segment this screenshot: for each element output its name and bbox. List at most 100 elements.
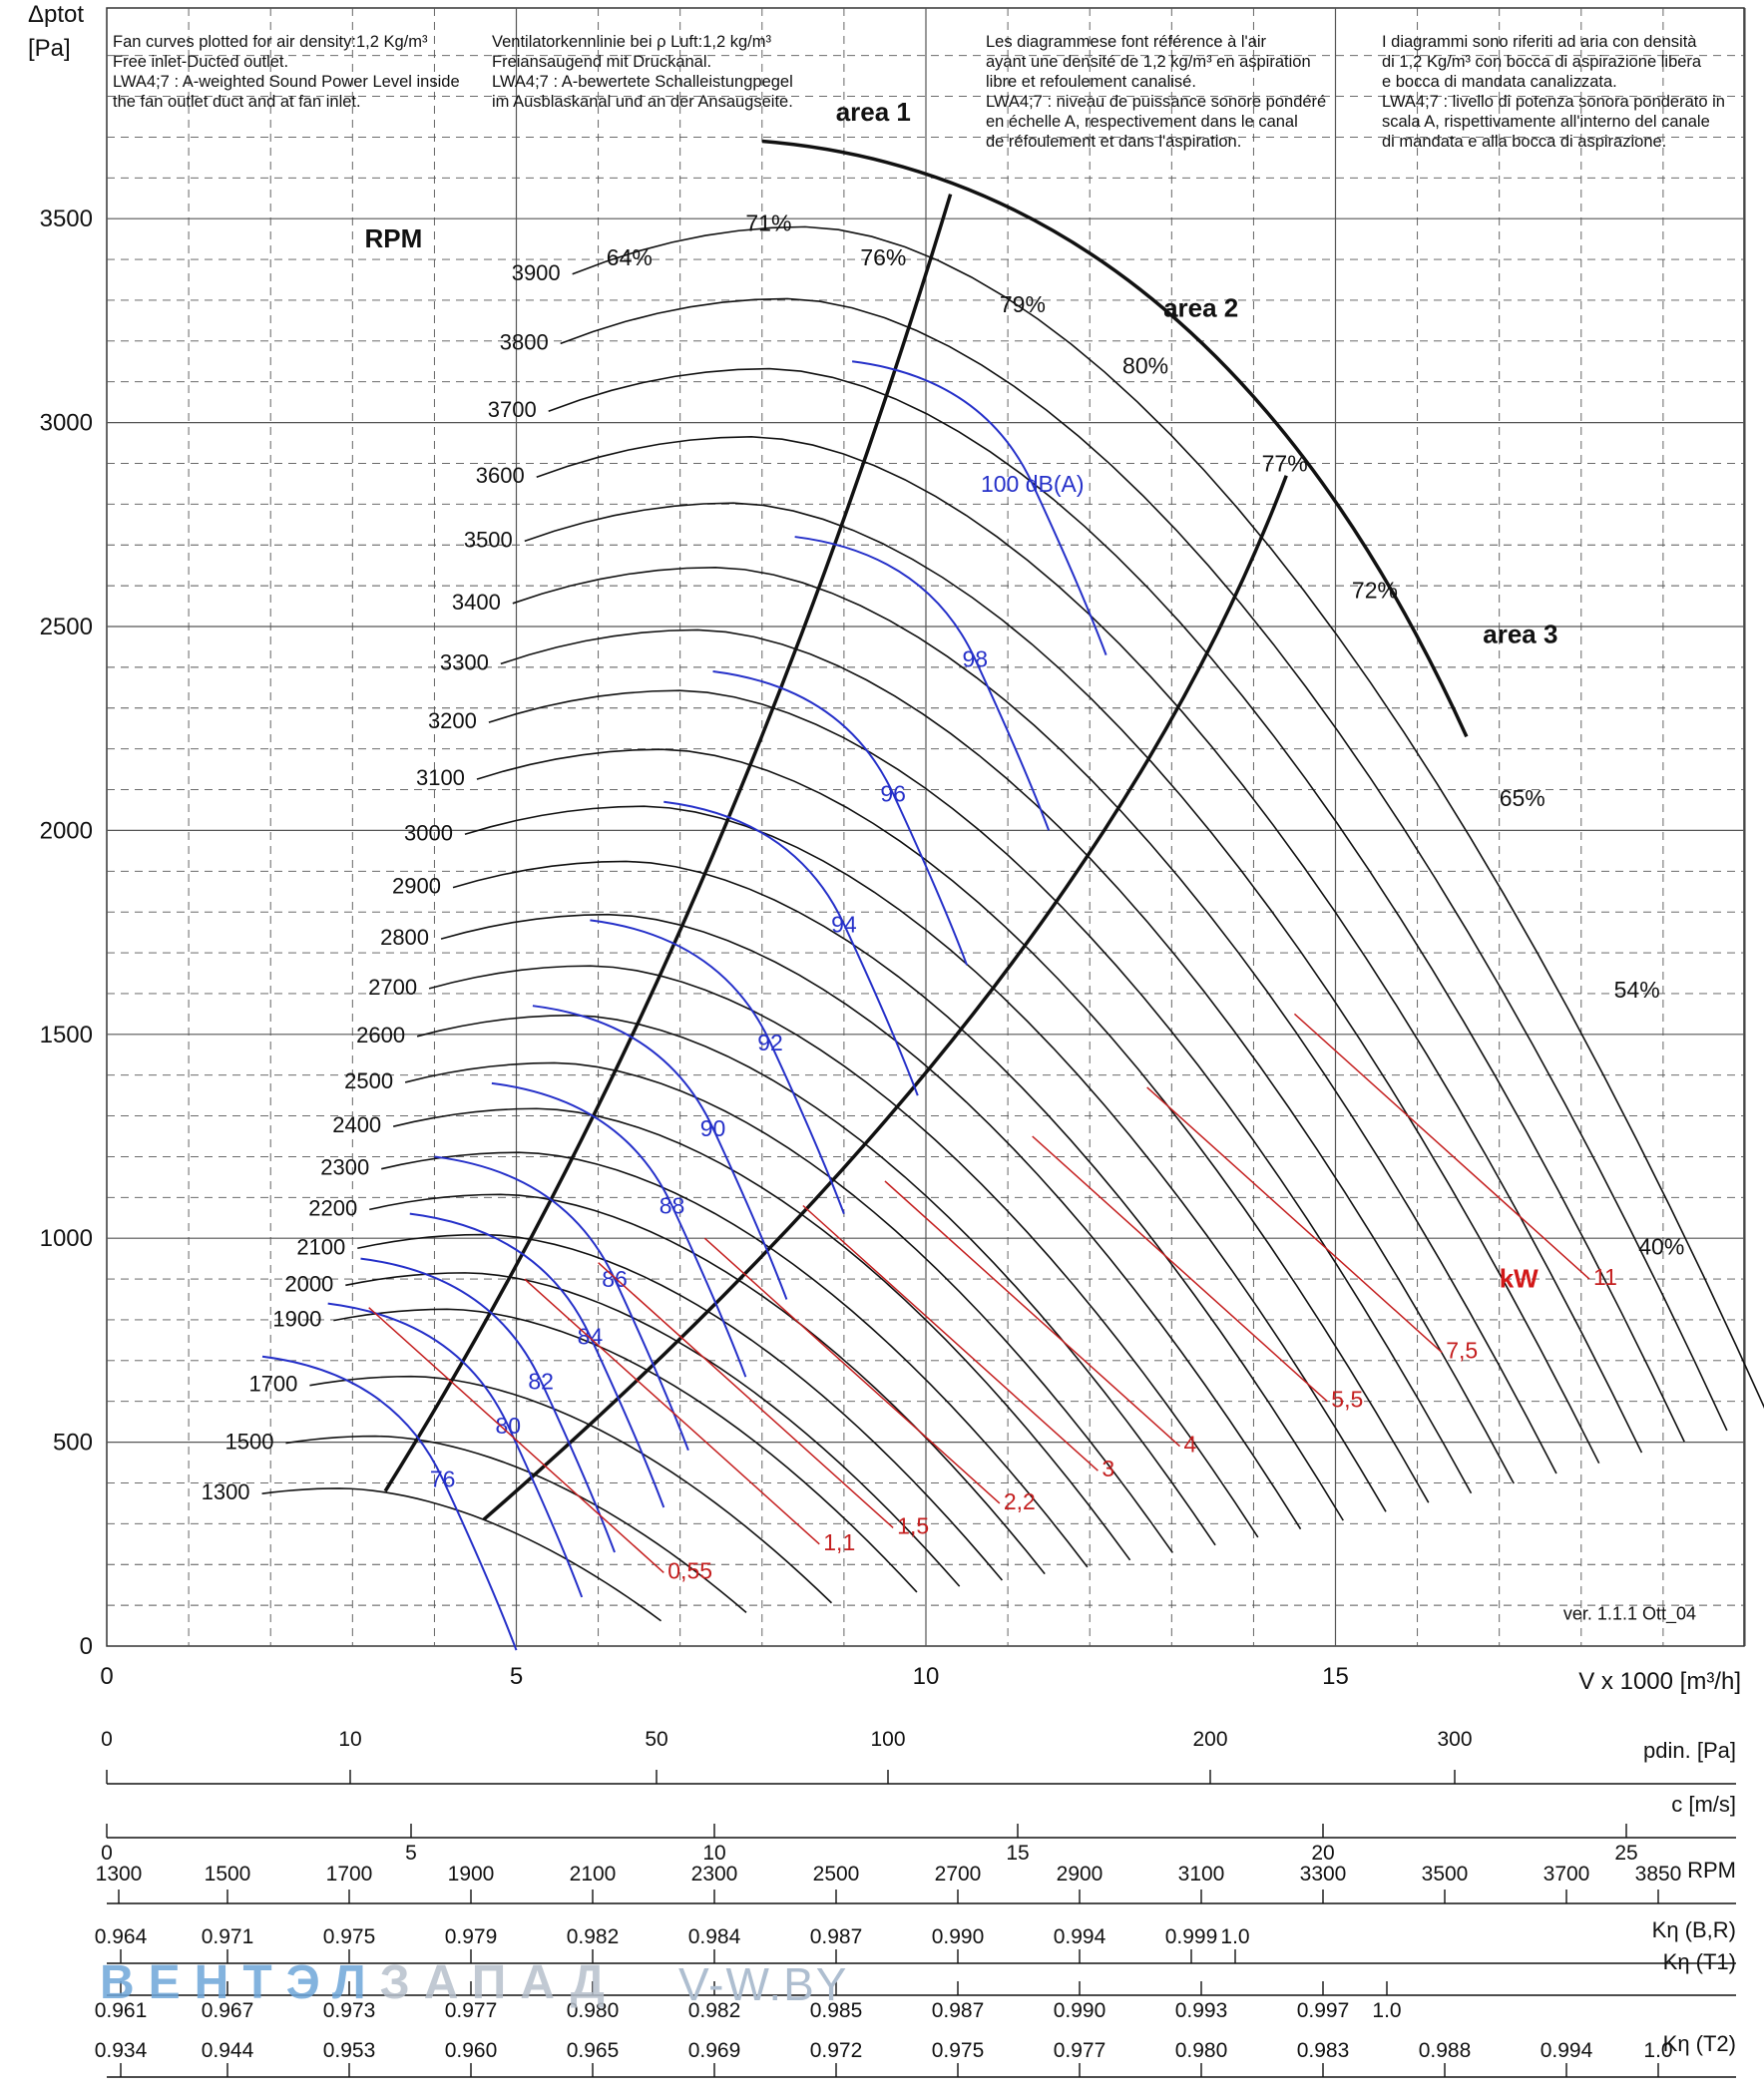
rpm-curve-label: 3200 (428, 708, 477, 733)
pdin-scale-label: pdin. [Pa] (1643, 1738, 1736, 1763)
k-t1-scale-tick-label: 0.980 (567, 1999, 620, 2022)
version-label: ver. 1.1.1 Ott_04 (1563, 1603, 1696, 1624)
power-unit-label: kW (1500, 1263, 1539, 1293)
sound-level-curve (663, 800, 919, 1096)
sound-level-curve (532, 1005, 788, 1300)
y-tick-label: 500 (53, 1430, 93, 1457)
efficiency-label: 71% (745, 210, 791, 235)
area-boundary-2 (482, 475, 1288, 1521)
rpm-scale-tick-label: 3100 (1178, 1863, 1225, 1886)
efficiency-label: 40% (1638, 1234, 1684, 1260)
efficiency-label: 76% (860, 244, 906, 270)
area-label: area 1 (836, 97, 911, 127)
k-t2-scale-tick-label: 0.953 (323, 2039, 376, 2062)
power-line (802, 1204, 1099, 1471)
pdin-scale-tick-label: 100 (870, 1728, 905, 1751)
rpm-curve (333, 1308, 918, 1593)
rpm-scale-tick-label: 1700 (326, 1863, 373, 1886)
c-scale-tick-label: 25 (1614, 1842, 1637, 1865)
sound-level-label: 82 (528, 1368, 554, 1394)
k-t1-scale-label: Kη (T1) (1663, 1949, 1736, 1974)
k-br-scale-tick-label: 0.982 (567, 1925, 620, 1948)
rpm-curve-label: 2900 (392, 874, 441, 899)
rpm-curve-label: 2100 (296, 1234, 345, 1259)
k-br-scale-tick-label: 1.0 (1220, 1925, 1249, 1948)
power-line (1032, 1135, 1328, 1403)
power-label: 7,5 (1446, 1338, 1478, 1364)
pdin-scale-tick-label: 200 (1192, 1728, 1227, 1751)
rpm-curve-label: 3800 (500, 329, 549, 354)
k-br-scale-tick-label: 0.984 (688, 1925, 741, 1948)
rpm-curve (381, 1151, 1089, 1568)
efficiency-label: 79% (1000, 291, 1046, 317)
rpm-curve-label: 1700 (248, 1372, 297, 1397)
power-line (884, 1180, 1181, 1448)
rpm-scale-tick-label: 1900 (448, 1863, 495, 1886)
sound-level-curve (794, 536, 1051, 831)
k-t1-scale-tick-label: 0.967 (202, 1999, 254, 2022)
power-line (703, 1237, 1001, 1504)
sound-level-label: 100 dB(A) (981, 471, 1085, 497)
rpm-scale-tick-label: 3850 (1635, 1863, 1682, 1886)
rpm-scale-tick-label: 3700 (1544, 1863, 1590, 1886)
k-br-scale-label: Kη (B,R) (1652, 1917, 1736, 1942)
rpm-curve-label: 3100 (416, 765, 465, 790)
rpm-curve-label: 2700 (368, 975, 417, 1000)
rpm-curve-label: 1500 (225, 1430, 274, 1455)
rpm-curve-label: 2400 (332, 1112, 381, 1137)
power-label: 4 (1184, 1432, 1197, 1458)
y-tick-label: 3000 (40, 410, 93, 437)
k-t1-scale-tick-label: 0.961 (95, 1999, 148, 2022)
k-t1-scale-tick-label: 0.982 (688, 1999, 741, 2022)
rpm-scale-tick-label: 2700 (935, 1863, 982, 1886)
rpm-curve (500, 629, 1515, 1484)
sound-level-label: 90 (700, 1115, 726, 1141)
y-tick-label: 0 (80, 1633, 93, 1660)
k-t1-scale-tick-label: 0.987 (932, 1999, 985, 2022)
rpm-curve (476, 748, 1430, 1503)
rpm-title: RPM (364, 223, 422, 253)
k-br-scale-tick-label: 0.999 (1165, 1925, 1218, 1948)
k-t1-scale-tick-label: 0.973 (323, 1999, 376, 2022)
rpm-curve-label: 3600 (476, 463, 525, 488)
k-br-scale-tick-label: 0.979 (445, 1925, 498, 1948)
k-t2-scale-tick-label: 0.977 (1054, 2039, 1106, 2062)
k-t1-scale-tick-label: 0.997 (1297, 1999, 1350, 2022)
rpm-curve-label: 3500 (464, 527, 513, 552)
sound-level-curve (712, 669, 968, 966)
watermark-logo: ВЕНТЭЛЗАПАД (100, 1956, 619, 2009)
rpm-curve-label: 1300 (202, 1479, 250, 1504)
sound-level-curve (590, 919, 845, 1215)
rpm-scale-tick-label: 2500 (813, 1863, 860, 1886)
rpm-scale-tick-label: 3300 (1300, 1863, 1347, 1886)
k-t2-scale-tick-label: 0.934 (95, 2039, 148, 2062)
rpm-scale-tick-label: 1300 (96, 1863, 143, 1886)
sound-level-curve (851, 360, 1107, 655)
k-br-scale-tick-label: 0.994 (1054, 1925, 1106, 1948)
k-t2-scale-tick-label: 0.975 (932, 2039, 985, 2062)
pdin-scale-tick-label: 0 (101, 1728, 113, 1751)
rpm-curve (524, 502, 1600, 1465)
area-boundary-1 (383, 194, 953, 1492)
sound-level-label: 76 (430, 1466, 456, 1491)
k-t1-scale-tick-label: 1.0 (1372, 1999, 1401, 2022)
rpm-curve (464, 805, 1387, 1512)
rpm-curve (345, 1272, 961, 1587)
note-fr: Les diagrammese font référence à l'air ay… (986, 33, 1327, 151)
k-t2-scale-label: Kη (T2) (1663, 2031, 1736, 2056)
k-br-scale-tick-label: 0.987 (810, 1925, 863, 1948)
sound-level-label: 92 (757, 1030, 783, 1055)
power-line (368, 1307, 664, 1573)
k-t1-scale-tick-label: 0.990 (1054, 1999, 1106, 2022)
power-label: 1,5 (897, 1512, 929, 1538)
pdin-scale-tick-label: 50 (645, 1728, 667, 1751)
k-t2-scale-tick-label: 0.994 (1541, 2039, 1593, 2062)
pdin-scale-tick-label: 300 (1437, 1728, 1472, 1751)
power-label: 2,2 (1004, 1488, 1036, 1514)
rpm-curve-label: 2800 (380, 925, 429, 950)
sound-level-label: 96 (880, 781, 906, 807)
note-it: I diagrammi sono riferiti ad aria con de… (1382, 33, 1725, 151)
k-br-scale-tick-label: 0.971 (202, 1925, 254, 1948)
rpm-curve-label: 2000 (284, 1271, 333, 1296)
sound-level-curve (327, 1302, 584, 1598)
